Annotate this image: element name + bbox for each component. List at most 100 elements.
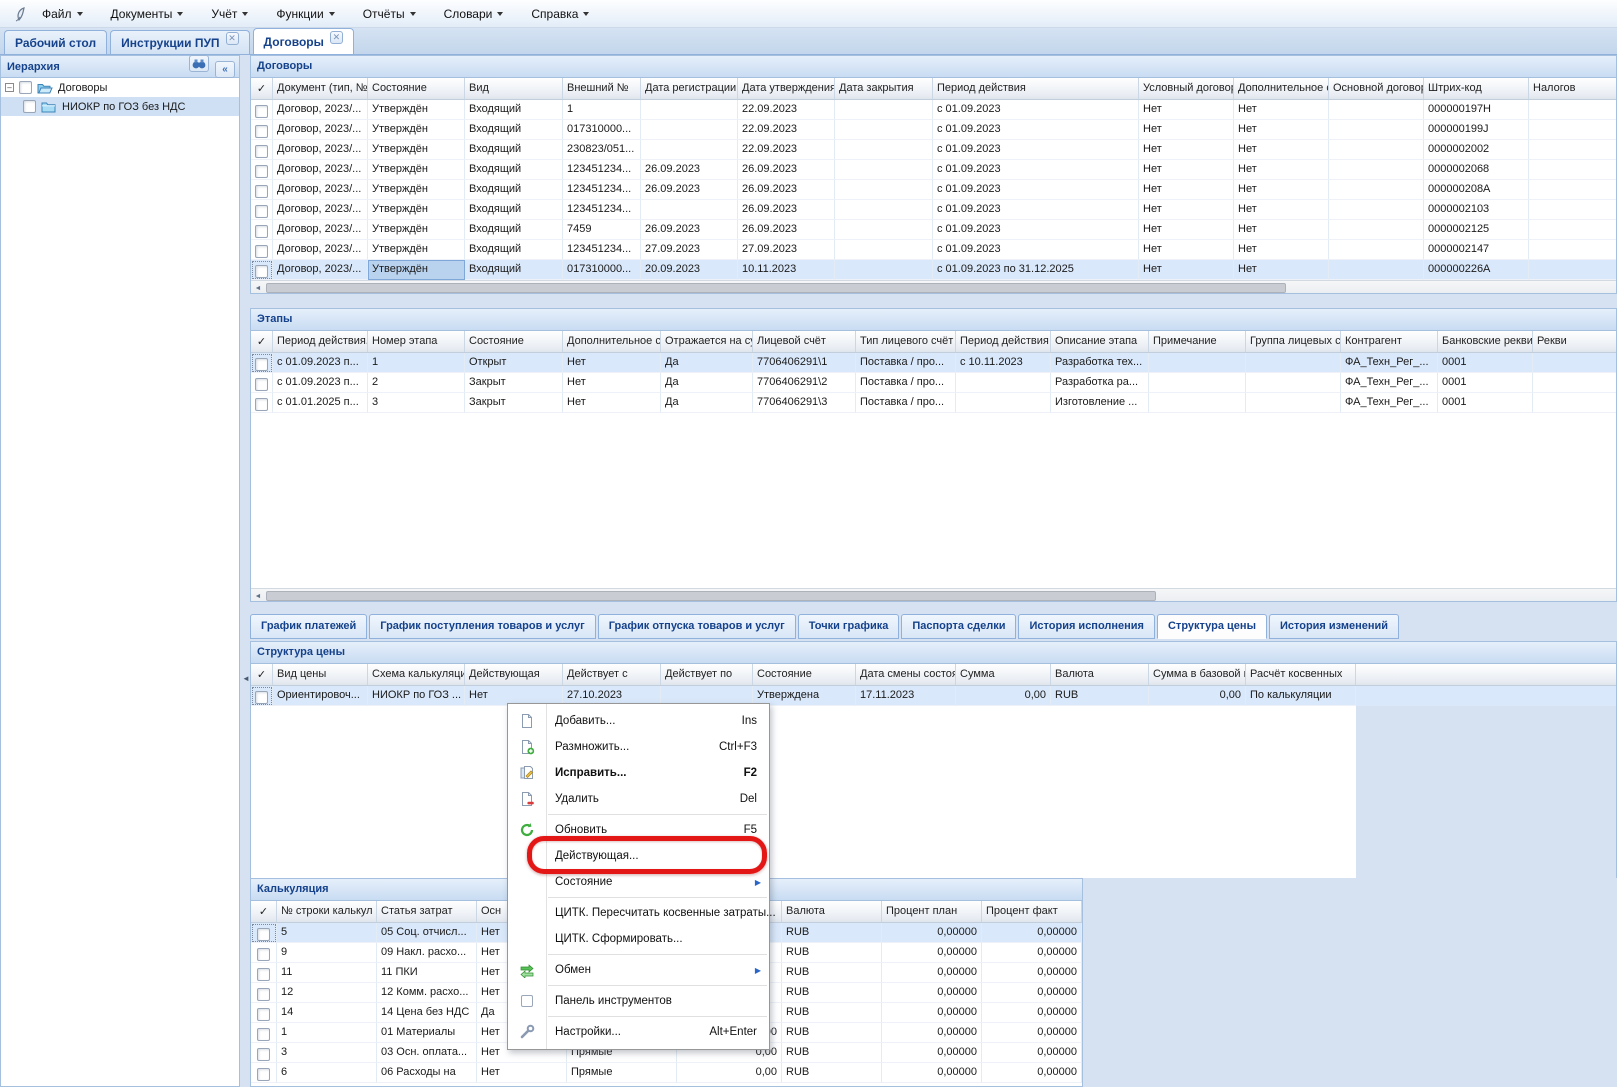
subtab-График отпуска товаров и услуг[interactable]: График отпуска товаров и услуг (597, 614, 796, 639)
row-checkbox[interactable] (255, 264, 268, 278)
column-header[interactable]: Дата смены состоя (856, 664, 956, 685)
close-icon[interactable]: ✕ (225, 32, 239, 45)
row-checkbox[interactable] (255, 204, 268, 218)
table-row[interactable]: Договор, 2023/... Утверждён Входящий 017310… (251, 120, 1616, 140)
panel-collapse-arrow-icon[interactable]: ◄ (242, 674, 250, 683)
context-menu-item-Удалить[interactable]: Удалить Del (508, 786, 769, 812)
row-checkbox[interactable] (257, 967, 270, 981)
column-header[interactable]: Действующая (465, 664, 563, 685)
subtab-График поступления товаров и услуг[interactable]: График поступления товаров и услуг (369, 614, 596, 639)
table-row[interactable]: 6 06 Расходы на Нет Прямые 0,00 RUB 0,00000 0,0… (251, 1063, 1082, 1083)
column-header[interactable]: Налогов (1529, 78, 1616, 99)
subtab-Паспорта сделки[interactable]: Паспорта сделки (901, 614, 1017, 639)
column-header[interactable]: Сумма в базовой в (1149, 664, 1246, 685)
column-header[interactable]: Процент факт (982, 901, 1082, 922)
subtab-История изменений[interactable]: История изменений (1268, 614, 1400, 639)
column-header[interactable]: Расчёт косвенных (1246, 664, 1356, 685)
row-checkbox[interactable] (257, 1067, 270, 1081)
column-header[interactable] (677, 901, 782, 922)
context-menu-item-Действующая[interactable]: Действующая... (508, 843, 769, 869)
menubar-item-Словари[interactable]: Словари (434, 3, 514, 25)
contracts-horizontal-scrollbar[interactable]: ◄ (251, 280, 1616, 293)
column-header[interactable]: Условный договор (1139, 78, 1234, 99)
column-header[interactable]: Состояние (753, 664, 856, 685)
doc-tab-Договоры[interactable]: Договоры ✕ (252, 28, 354, 54)
menubar-item-Справка[interactable]: Справка (521, 3, 599, 25)
column-header[interactable]: Номер этапа (368, 331, 465, 352)
tree-node-checkbox[interactable] (23, 100, 36, 113)
row-checkbox[interactable] (255, 377, 268, 391)
table-row[interactable]: с 01.09.2023 п... 2 Закрыт Нет Да 7706406291\… (251, 373, 1616, 393)
table-row[interactable]: Договор, 2023/... Утверждён Входящий 7459 26… (251, 220, 1616, 240)
column-header[interactable]: Статья затрат (377, 901, 477, 922)
row-checkbox[interactable] (257, 1007, 270, 1021)
context-menu-item-ЦИТК. Сформировать[interactable]: ЦИТК. Сформировать... (508, 926, 769, 952)
doc-tab-Инструкции ПУП[interactable]: Инструкции ПУП ✕ (110, 30, 250, 54)
column-header[interactable]: Банковские рекви (1438, 331, 1533, 352)
context-menu-item-Добавить[interactable]: Добавить... Ins (508, 708, 769, 734)
row-checkbox[interactable] (257, 927, 270, 941)
column-header[interactable]: Состояние (368, 78, 465, 99)
menubar-item-Файл[interactable]: Файл (32, 3, 93, 25)
context-menu-item-Панель инструментов[interactable]: Панель инструментов (508, 988, 769, 1014)
column-header[interactable]: Рекви (1533, 331, 1616, 352)
row-checkbox[interactable] (255, 184, 268, 198)
row-checkbox[interactable] (255, 357, 268, 371)
column-header[interactable]: Описание этапа (1051, 331, 1149, 352)
column-header[interactable]: Дополнительное с (1234, 78, 1329, 99)
column-header[interactable]: Лицевой счёт (753, 331, 856, 352)
column-header[interactable]: Примечание (1149, 331, 1246, 352)
column-header[interactable]: Дата регистрации. (641, 78, 738, 99)
column-header[interactable]: Процент план (882, 901, 982, 922)
menubar-item-Функции[interactable]: Функции (266, 3, 344, 25)
doc-tab-Рабочий стол[interactable]: Рабочий стол (4, 30, 108, 54)
menubar-item-Документы[interactable]: Документы (101, 3, 194, 25)
tree-node-Договоры[interactable]: – Договоры (1, 78, 239, 97)
subtab-Точки графика[interactable]: Точки графика (797, 614, 900, 639)
context-menu-item-Размножить[interactable]: Размножить... Ctrl+F3 (508, 734, 769, 760)
column-header[interactable]: Дата закрытия (835, 78, 933, 99)
row-checkbox[interactable] (255, 690, 268, 704)
subtab-График платежей[interactable]: График платежей (250, 614, 368, 639)
context-menu-item-Обновить[interactable]: Обновить F5 (508, 817, 769, 843)
context-menu-item-Состояние[interactable]: Состояние ▶ (508, 869, 769, 895)
column-header[interactable]: Действует с (563, 664, 661, 685)
tree-node-НИОКР по ГОЗ без НДС[interactable]: НИОКР по ГОЗ без НДС (1, 97, 239, 116)
table-row[interactable]: с 01.09.2023 п... 1 Открыт Нет Да 7706406291\… (251, 353, 1616, 373)
table-row[interactable]: Ориентировоч... НИОКР по ГОЗ ... Нет 27.10.… (251, 686, 1616, 706)
row-checkbox[interactable] (255, 124, 268, 138)
row-checkbox[interactable] (257, 947, 270, 961)
table-row[interactable]: Договор, 2023/... Утверждён Входящий 123451… (251, 240, 1616, 260)
stages-horizontal-scrollbar[interactable]: ◄ (251, 588, 1616, 601)
scrollbar-thumb[interactable] (266, 591, 1156, 601)
column-header[interactable]: Период действия л (956, 331, 1051, 352)
table-row[interactable]: Договор, 2023/... Утверждён Входящий 123451… (251, 160, 1616, 180)
tree-node-checkbox[interactable] (19, 81, 32, 94)
collapse-icon[interactable]: « (215, 60, 235, 78)
row-checkbox[interactable] (257, 1027, 270, 1041)
row-checkbox[interactable] (255, 244, 268, 258)
column-header[interactable]: Схема калькуляци (368, 664, 465, 685)
column-header[interactable]: Валюта (1051, 664, 1149, 685)
row-checkbox[interactable] (255, 104, 268, 118)
close-icon[interactable]: ✕ (329, 31, 343, 44)
select-all-column-header[interactable]: ✓ (251, 901, 277, 922)
column-header[interactable]: Отражается на су (661, 331, 753, 352)
column-header[interactable]: Тип лицевого счёт (856, 331, 956, 352)
column-header[interactable]: Основной договор (1329, 78, 1424, 99)
context-menu-item-Настройки[interactable]: Настройки... Alt+Enter (508, 1019, 769, 1045)
column-header[interactable]: Контрагент (1341, 331, 1438, 352)
column-header[interactable]: Вид (465, 78, 563, 99)
scrollbar-thumb[interactable] (266, 283, 1286, 293)
column-header[interactable]: Период действия (933, 78, 1139, 99)
context-menu-item-Обмен[interactable]: Обмен ▶ (508, 957, 769, 983)
column-header[interactable]: Состояние (465, 331, 563, 352)
select-all-column-header[interactable]: ✓ (251, 78, 273, 99)
subtab-Структура цены[interactable]: Структура цены (1156, 614, 1267, 639)
menubar-item-Отчёты[interactable]: Отчёты (353, 3, 426, 25)
scroll-left-arrow-icon[interactable]: ◄ (254, 284, 262, 292)
column-header[interactable]: Действует по (661, 664, 753, 685)
column-header[interactable]: Вид цены (273, 664, 368, 685)
context-menu-item-Исправить[interactable]: Исправить... F2 (508, 760, 769, 786)
row-checkbox[interactable] (255, 224, 268, 238)
